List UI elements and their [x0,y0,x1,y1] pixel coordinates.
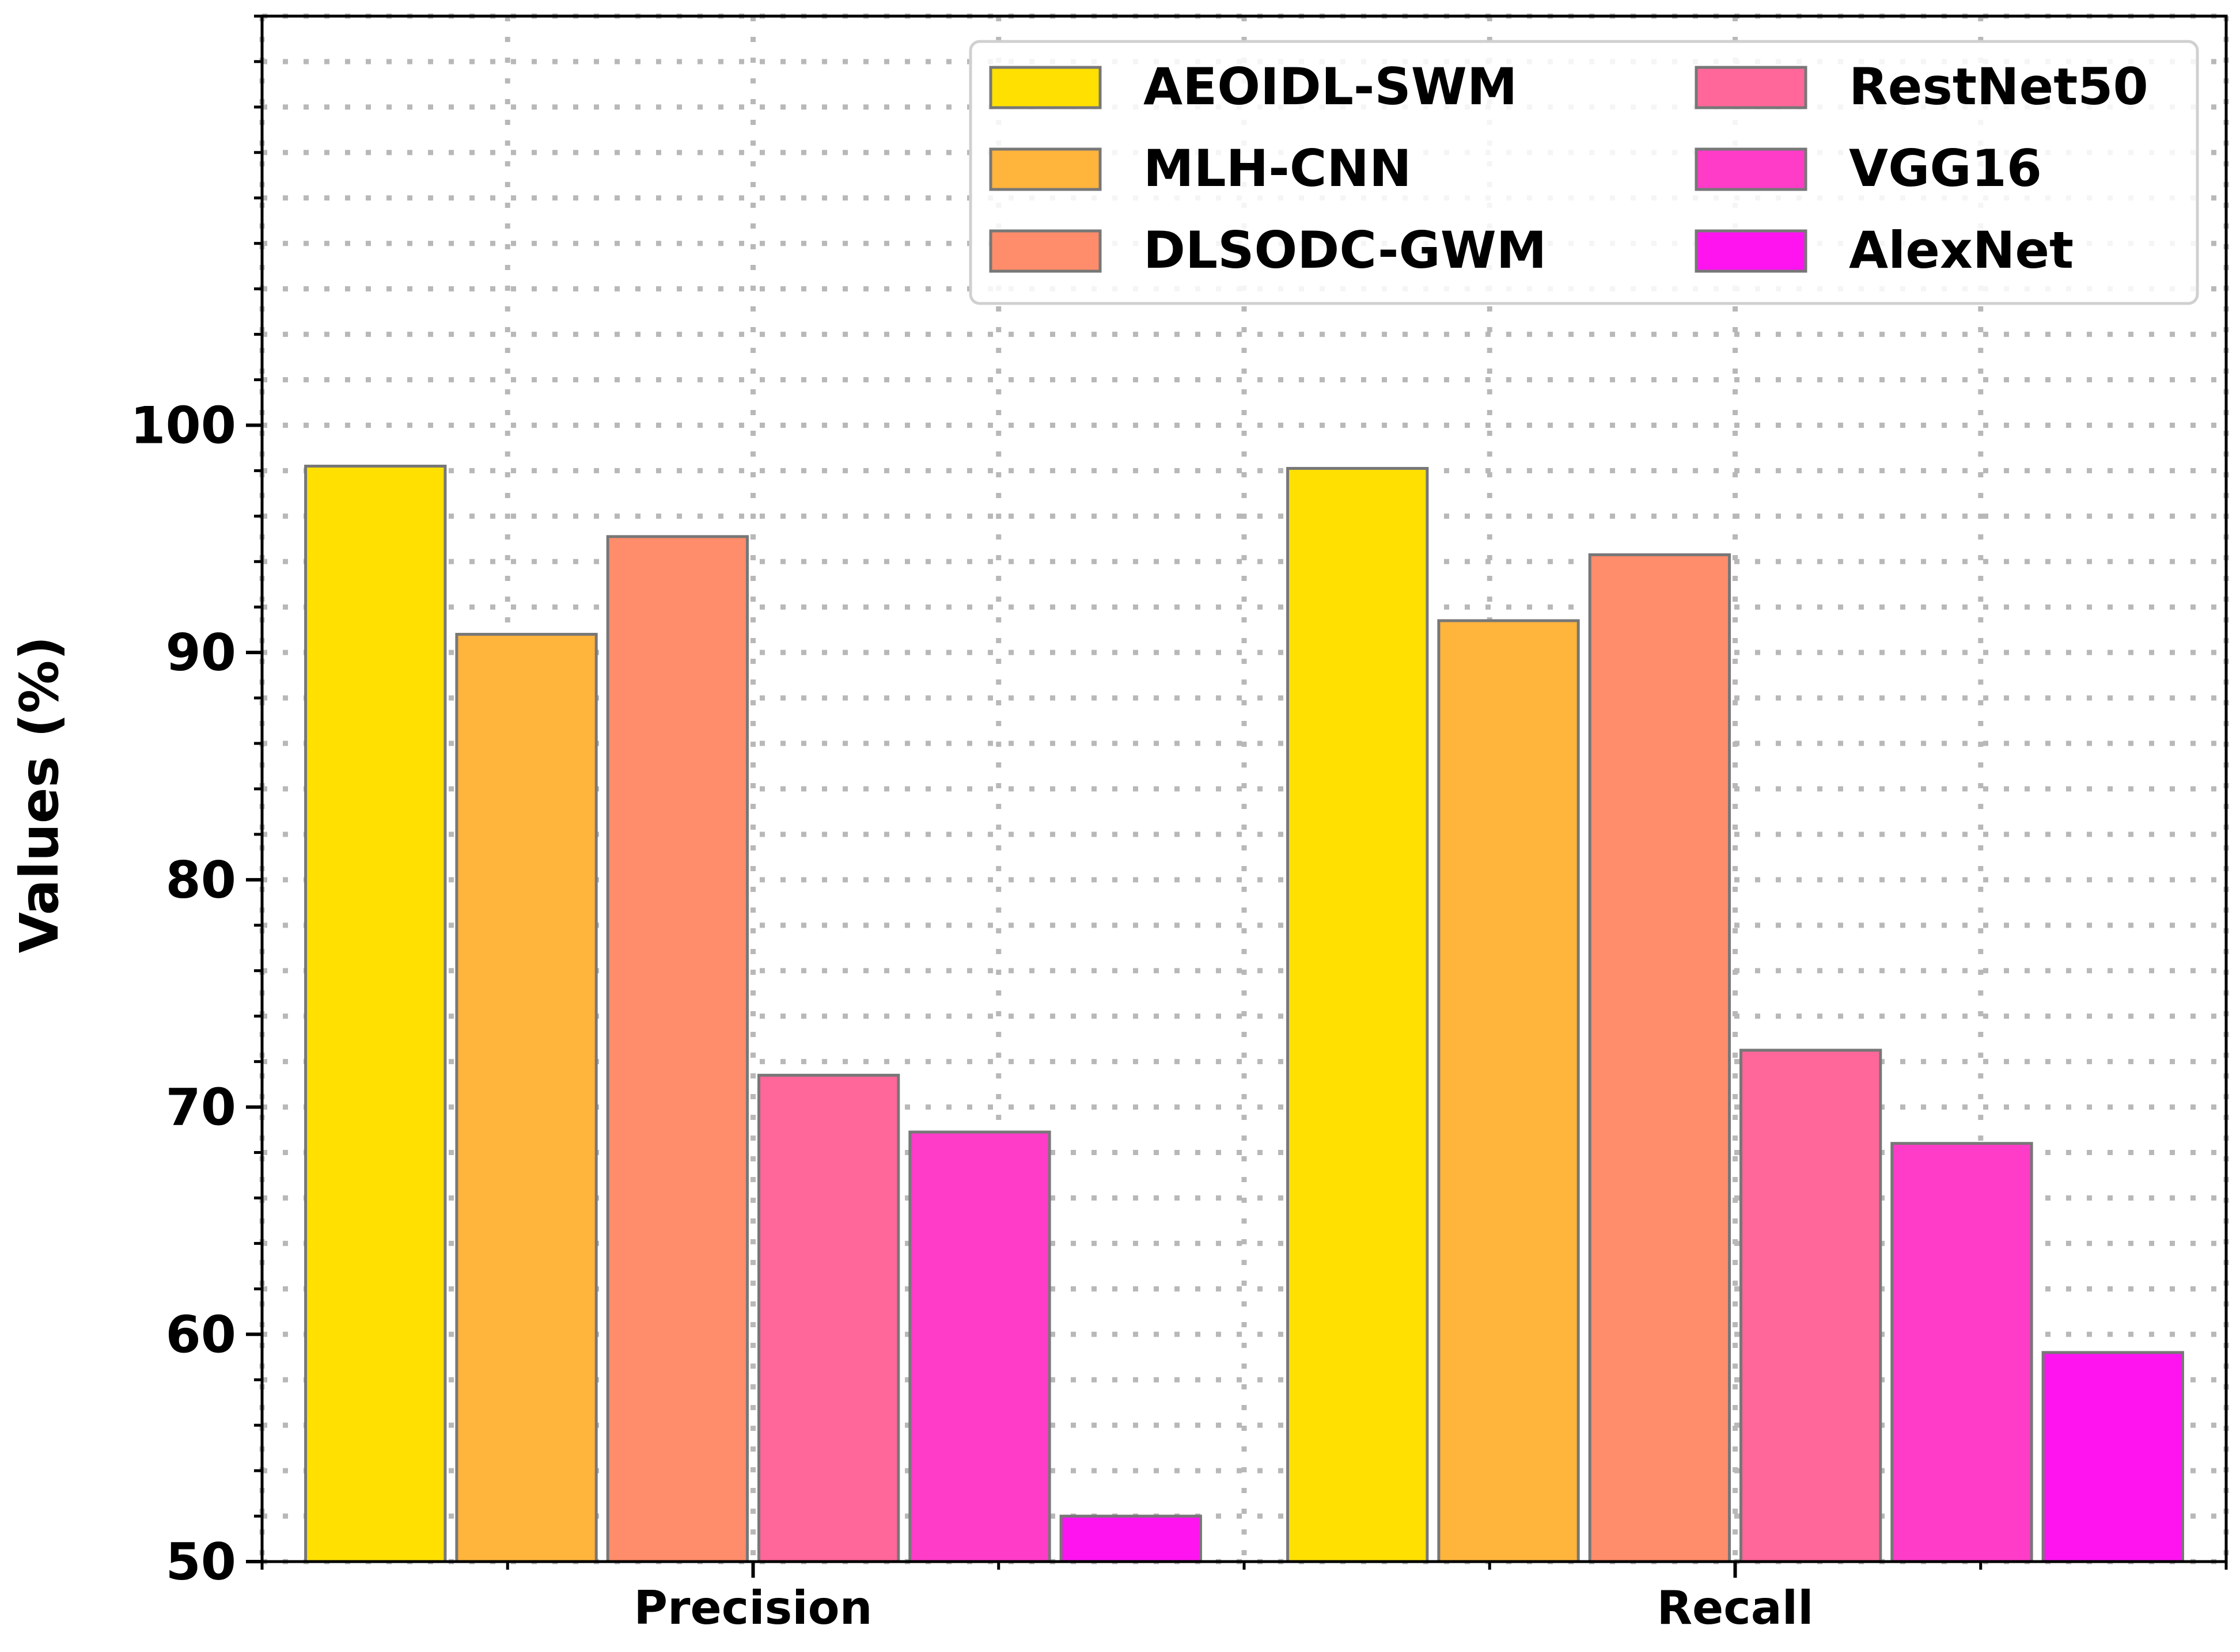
x-tick-label-recall: Recall [1657,1581,1813,1635]
legend-swatch-dlsodc-gwm [989,229,1102,273]
bar-restnet50-precision [757,1073,900,1563]
bar-mlh-cnn-recall [1437,619,1580,1563]
x-tick-label-precision: Precision [634,1581,872,1635]
bar-alexnet-recall [2041,1351,2184,1563]
legend-label-dlsodc-gwm: DLSODC-GWM [1143,221,1547,280]
y-tick-label: 80 [166,850,236,910]
legend-swatch-mlh-cnn [989,147,1102,191]
bar-vgg16-recall [1890,1142,2033,1563]
y-tick-label: 60 [166,1305,236,1364]
y-tick-label: 100 [130,396,236,455]
bar-aeoidl-swm-precision [304,465,447,1563]
legend-label-mlh-cnn: MLH-CNN [1143,139,1412,198]
bar-mlh-cnn-precision [455,633,598,1563]
bar-dlsodc-gwm-precision [606,535,749,1563]
axes: 50 60 70 80 90 100 Precision Recall [130,14,2228,1635]
y-tick-label: 70 [166,1078,236,1137]
y-tick-label: 50 [166,1532,236,1592]
bars [304,465,2184,1563]
legend-swatch-vgg16 [1695,147,1807,191]
legend-label-alexnet: AlexNet [1849,221,2074,280]
legend-box [969,40,2199,305]
bar-alexnet-precision [1059,1514,1202,1563]
legend-swatch-aeoidl-swm [989,66,1102,109]
legend-swatch-alexnet [1695,229,1807,273]
bar-dlsodc-gwm-recall [1588,553,1731,1563]
legend-label-restnet50: RestNet50 [1849,57,2148,116]
legend-label-vgg16: VGG16 [1849,139,2042,198]
legend: AEOIDL-SWM MLH-CNN DLSODC-GWM RestNet50 VGG1… [969,40,2199,305]
legend-label-aeoidl-swm: AEOIDL-SWM [1143,57,1517,116]
bar-vgg16-precision [908,1130,1051,1563]
bar-aeoidl-swm-recall [1286,466,1429,1563]
bar-restnet50-recall [1739,1049,1882,1563]
y-tick-label: 90 [166,623,236,682]
legend-swatch-restnet50 [1695,66,1807,109]
y-axis-title: Values (%) [9,636,70,954]
